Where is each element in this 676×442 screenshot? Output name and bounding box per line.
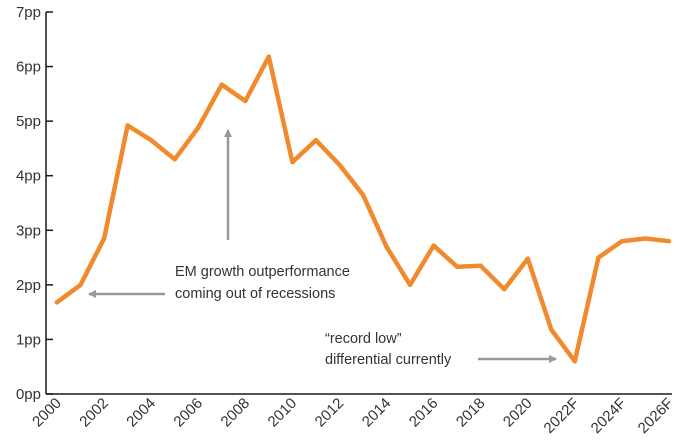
data-point (666, 239, 672, 244)
x-tick-label: 2024F (588, 395, 630, 437)
annotation-em-growth: EM growth outperformance coming out of r… (88, 129, 350, 302)
data-point (619, 239, 625, 244)
y-tick-label: 7pp (16, 4, 41, 21)
x-tick-label: 2004 (123, 395, 159, 431)
x-tick-label: 2012 (312, 395, 348, 431)
data-point (243, 98, 248, 104)
x-tick-label: 2018 (453, 395, 489, 431)
data-point (360, 192, 366, 198)
annotation-record-low: “record low” differential currently (325, 331, 557, 368)
data-point (337, 162, 342, 167)
x-tick-label: 2008 (218, 395, 254, 431)
data-point (219, 82, 224, 87)
data-point (643, 236, 648, 241)
data-point (502, 287, 507, 292)
y-tick-label: 3pp (16, 222, 41, 239)
data-point (454, 264, 460, 270)
x-tick-label: 2020 (500, 395, 536, 431)
data-point (407, 282, 413, 288)
x-tick-label: 2022F (541, 395, 583, 437)
x-tick-label: 2002 (76, 395, 112, 431)
data-point (196, 125, 201, 130)
y-tick-label: 0pp (16, 386, 41, 403)
data-point (549, 327, 554, 332)
data-point (172, 157, 177, 162)
x-tick-label: 2006 (170, 395, 206, 431)
series-points (54, 54, 672, 364)
annotation-record-low-line2: differential currently (325, 352, 452, 368)
x-axis-ticks: 2000 2002 2004 2006 2008 2010 2012 2014 2016 2018… (29, 395, 676, 437)
data-point (290, 159, 295, 165)
annotation-record-low-line1: “record low” (325, 331, 402, 347)
data-point (148, 138, 154, 143)
y-tick-label: 1pp (16, 331, 41, 348)
data-point (101, 236, 107, 241)
data-point (572, 359, 578, 364)
annotation-em-growth-line2: coming out of recessions (175, 286, 335, 302)
y-axis-ticks: 0pp 1pp 2pp 3pp 4pp 5pp 6pp 7pp (16, 4, 53, 403)
x-tick-label: 2026F (635, 395, 676, 437)
data-point (125, 123, 130, 128)
y-tick-label: 6pp (16, 59, 41, 76)
data-point (54, 300, 60, 305)
x-tick-label: 2010 (265, 395, 301, 431)
data-point (525, 256, 530, 261)
data-point (431, 243, 436, 248)
data-point (596, 255, 601, 260)
x-tick-label: 2014 (359, 395, 395, 431)
y-tick-label: 2pp (16, 277, 41, 294)
annotation-em-growth-line1: EM growth outperformance (175, 264, 350, 280)
data-point (313, 138, 319, 143)
y-tick-label: 5pp (16, 113, 41, 130)
series-line (54, 54, 672, 364)
data-point (266, 54, 272, 59)
data-point (478, 263, 483, 268)
data-point (384, 244, 389, 249)
y-tick-label: 4pp (16, 168, 41, 185)
data-point (78, 282, 83, 288)
x-tick-label: 2016 (406, 395, 442, 431)
